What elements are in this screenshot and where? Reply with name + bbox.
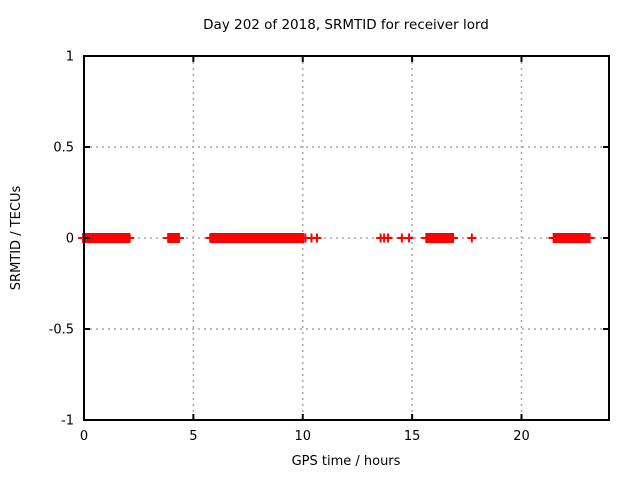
y-tick-label: 0.5 (53, 141, 74, 156)
y-tick-label: 1 (66, 50, 74, 65)
chart-title: Day 202 of 2018, SRMTID for receiver lor… (203, 17, 489, 33)
x-tick-label: 5 (189, 429, 197, 444)
data-point-marker (312, 233, 322, 243)
grid-layer (84, 56, 609, 420)
data-segment (210, 233, 305, 243)
y-axis-label: SRMTID / TECUs (9, 186, 24, 291)
data-segment (552, 233, 591, 243)
data-segment (82, 233, 119, 243)
data-point-marker (383, 233, 393, 243)
tick-label-layer: 0 5 10 15 20 -1 -0.5 0 0.5 1 (49, 50, 530, 445)
x-tick-label: 0 (80, 429, 88, 444)
data-point-marker (125, 233, 135, 243)
axes-layer (83, 55, 610, 421)
x-axis-label: GPS time / hours (292, 454, 401, 469)
data-segment (114, 233, 130, 243)
data-segment (425, 233, 455, 243)
y-tick-label: -1 (61, 414, 74, 429)
data-point-marker (404, 233, 414, 243)
x-tick-label: 20 (513, 429, 530, 444)
data-point-marker (205, 233, 215, 243)
x-tick-label: 15 (404, 429, 421, 444)
y-tick-label: 0 (66, 232, 74, 247)
x-tick-label: 10 (294, 429, 311, 444)
data-point-marker (467, 233, 477, 243)
y-tick-label: -0.5 (49, 323, 74, 338)
data-segment (167, 233, 180, 243)
